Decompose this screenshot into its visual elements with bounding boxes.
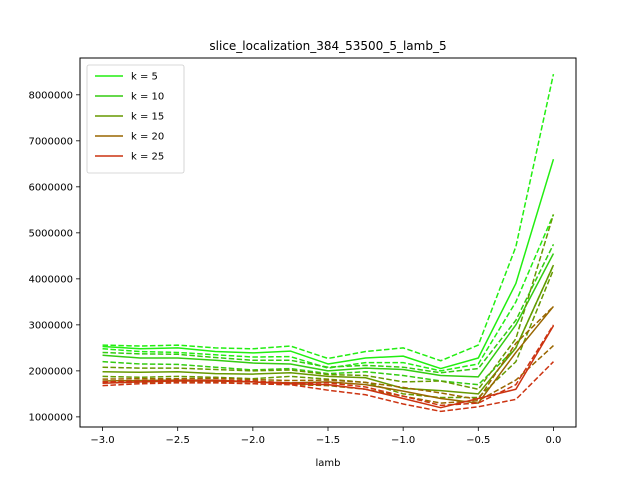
x-axis-label: lamb [316,458,341,469]
y-tick-label: 2000000 [28,366,73,377]
y-tick-label: 6000000 [28,182,73,193]
x-tick-label: −1.0 [391,435,415,446]
legend-box [86,64,185,174]
x-tick-label: −2.5 [166,435,190,446]
series-line-14 [102,324,555,407]
y-tick-label: 8000000 [28,90,73,101]
legend-label: k = 25 [131,152,164,163]
y-tick-label: 3000000 [28,320,73,331]
series-line-9 [102,269,555,399]
x-tick-label: 0.0 [546,435,562,446]
series-layer [102,73,555,413]
legend-label: k = 15 [131,112,164,123]
x-tick-label: −2.0 [241,435,265,446]
x-tick-label: −0.5 [466,435,490,446]
series-line-12 [102,345,554,404]
legend-label: k = 10 [131,92,164,103]
series-line-6 [102,264,555,386]
x-axis: −3.0 −2.5 −2.0 −1.5 −1.0 −0.5 0.0 [90,427,561,446]
y-tick-label: 1000000 [28,412,73,423]
series-line-5 [102,244,555,374]
legend: k = 5 k = 10 k = 15 k = 20 k = 25 [86,64,185,174]
y-tick-label: 7000000 [28,136,73,147]
chart-title: slice_localization_384_53500_5_lamb_5 [209,39,446,53]
legend-label: k = 5 [131,72,158,83]
series-line-13 [102,325,555,409]
y-tick-label: 5000000 [28,228,73,239]
series-line-4 [102,253,555,378]
x-tick-label: −1.5 [316,435,340,446]
series-line-11 [102,305,554,401]
y-tick-label: 4000000 [28,274,73,285]
legend-label: k = 20 [131,132,164,143]
series-line-8 [102,214,555,391]
y-axis: 1000000 2000000 3000000 4000000 5000000 60000… [28,90,80,423]
series-line-3 [102,214,555,372]
x-tick-label: −3.0 [90,435,114,446]
series-line-1 [102,159,555,370]
series-line-7 [102,264,555,395]
series-line-2 [102,73,555,362]
series-line-15 [102,361,554,413]
